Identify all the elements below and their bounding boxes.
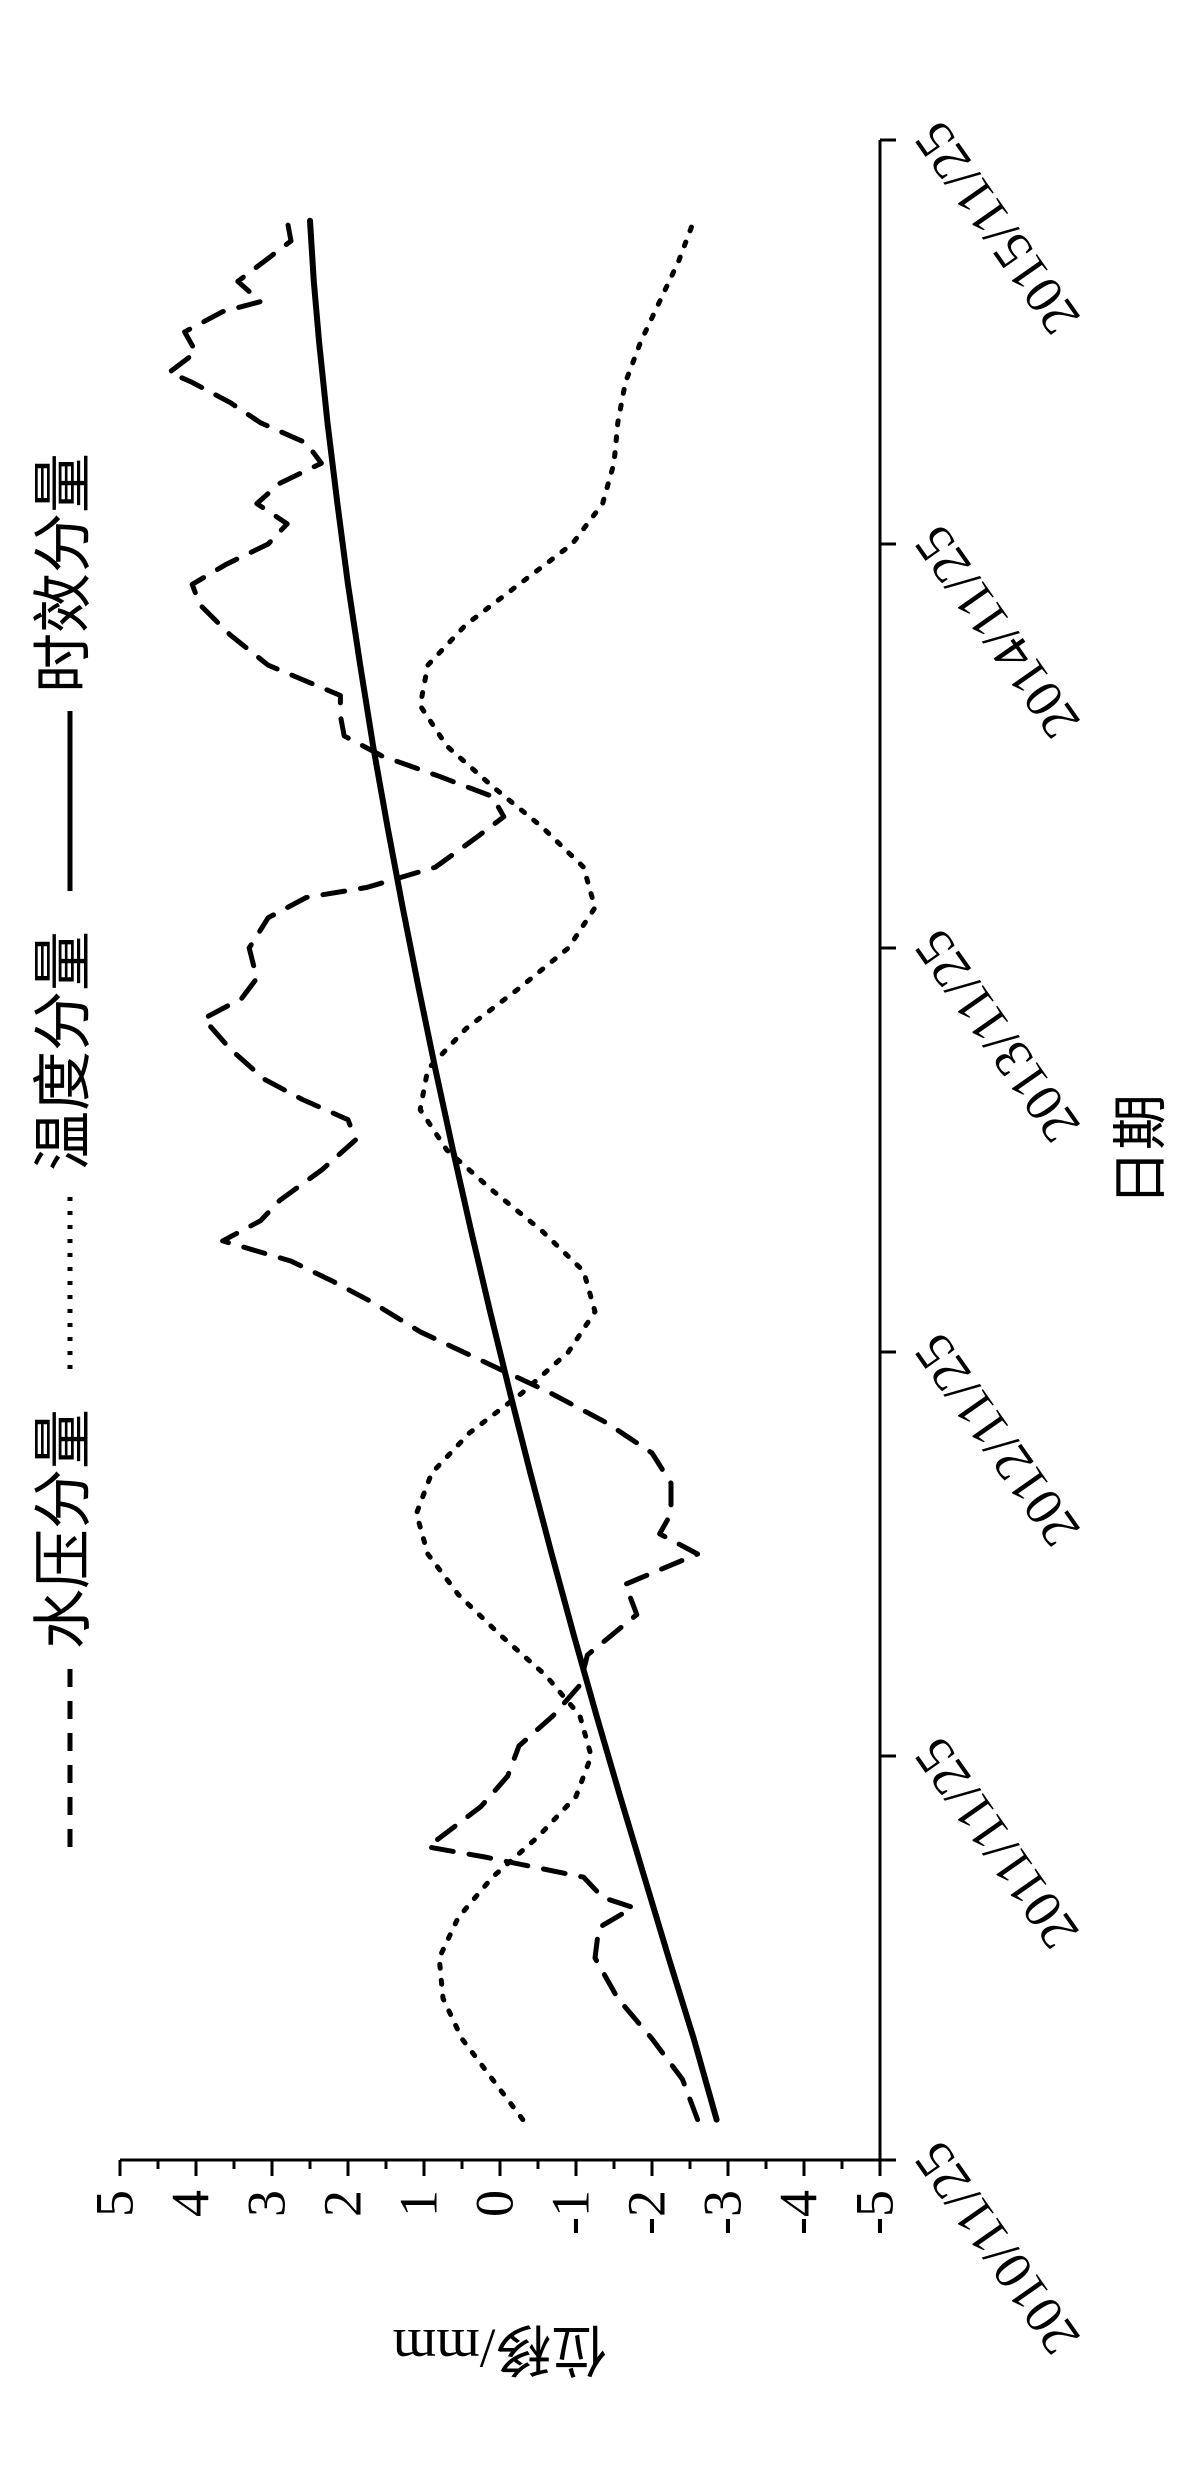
svg-text:-5: -5 <box>844 2190 904 2235</box>
svg-text:4: 4 <box>160 2190 220 2217</box>
line-chart: -5-4-3-2-1012345位移/mm2010/11/252011/11/2… <box>0 0 1198 2480</box>
svg-text:日期: 日期 <box>1111 1094 1173 1206</box>
chart-container: -5-4-3-2-1012345位移/mm2010/11/252011/11/2… <box>0 0 1198 2480</box>
svg-text:5: 5 <box>84 2190 144 2217</box>
svg-text:2: 2 <box>312 2190 372 2217</box>
svg-text:3: 3 <box>236 2190 296 2217</box>
svg-text:时效分量: 时效分量 <box>31 453 97 693</box>
svg-text:1: 1 <box>388 2190 448 2217</box>
svg-text:-1: -1 <box>540 2190 600 2235</box>
svg-text:0: 0 <box>464 2190 524 2217</box>
svg-text:水压分量: 水压分量 <box>31 1409 97 1649</box>
svg-text:-4: -4 <box>768 2190 828 2235</box>
svg-text:位移/mm: 位移/mm <box>393 2317 608 2379</box>
svg-text:-3: -3 <box>692 2190 752 2235</box>
svg-text:温度分量: 温度分量 <box>31 931 97 1171</box>
svg-text:-2: -2 <box>616 2190 676 2235</box>
